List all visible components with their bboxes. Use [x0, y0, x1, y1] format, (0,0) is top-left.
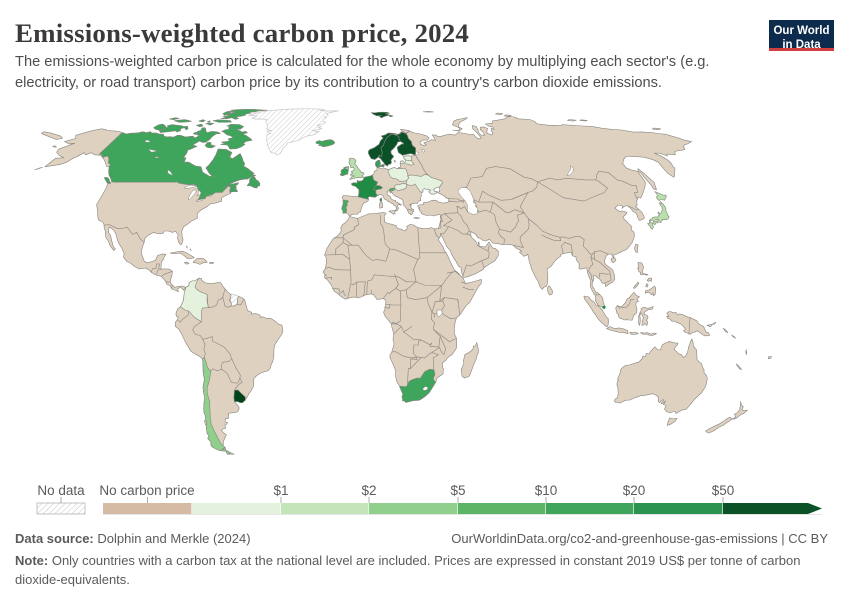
svg-text:No carbon price: No carbon price: [99, 483, 194, 498]
svg-text:$20: $20: [623, 483, 646, 498]
svg-text:$5: $5: [450, 483, 465, 498]
svg-text:No data: No data: [37, 483, 85, 498]
svg-text:$2: $2: [361, 483, 376, 498]
svg-text:$50: $50: [712, 483, 735, 498]
svg-text:$1: $1: [273, 483, 288, 498]
svg-text:$10: $10: [535, 483, 558, 498]
